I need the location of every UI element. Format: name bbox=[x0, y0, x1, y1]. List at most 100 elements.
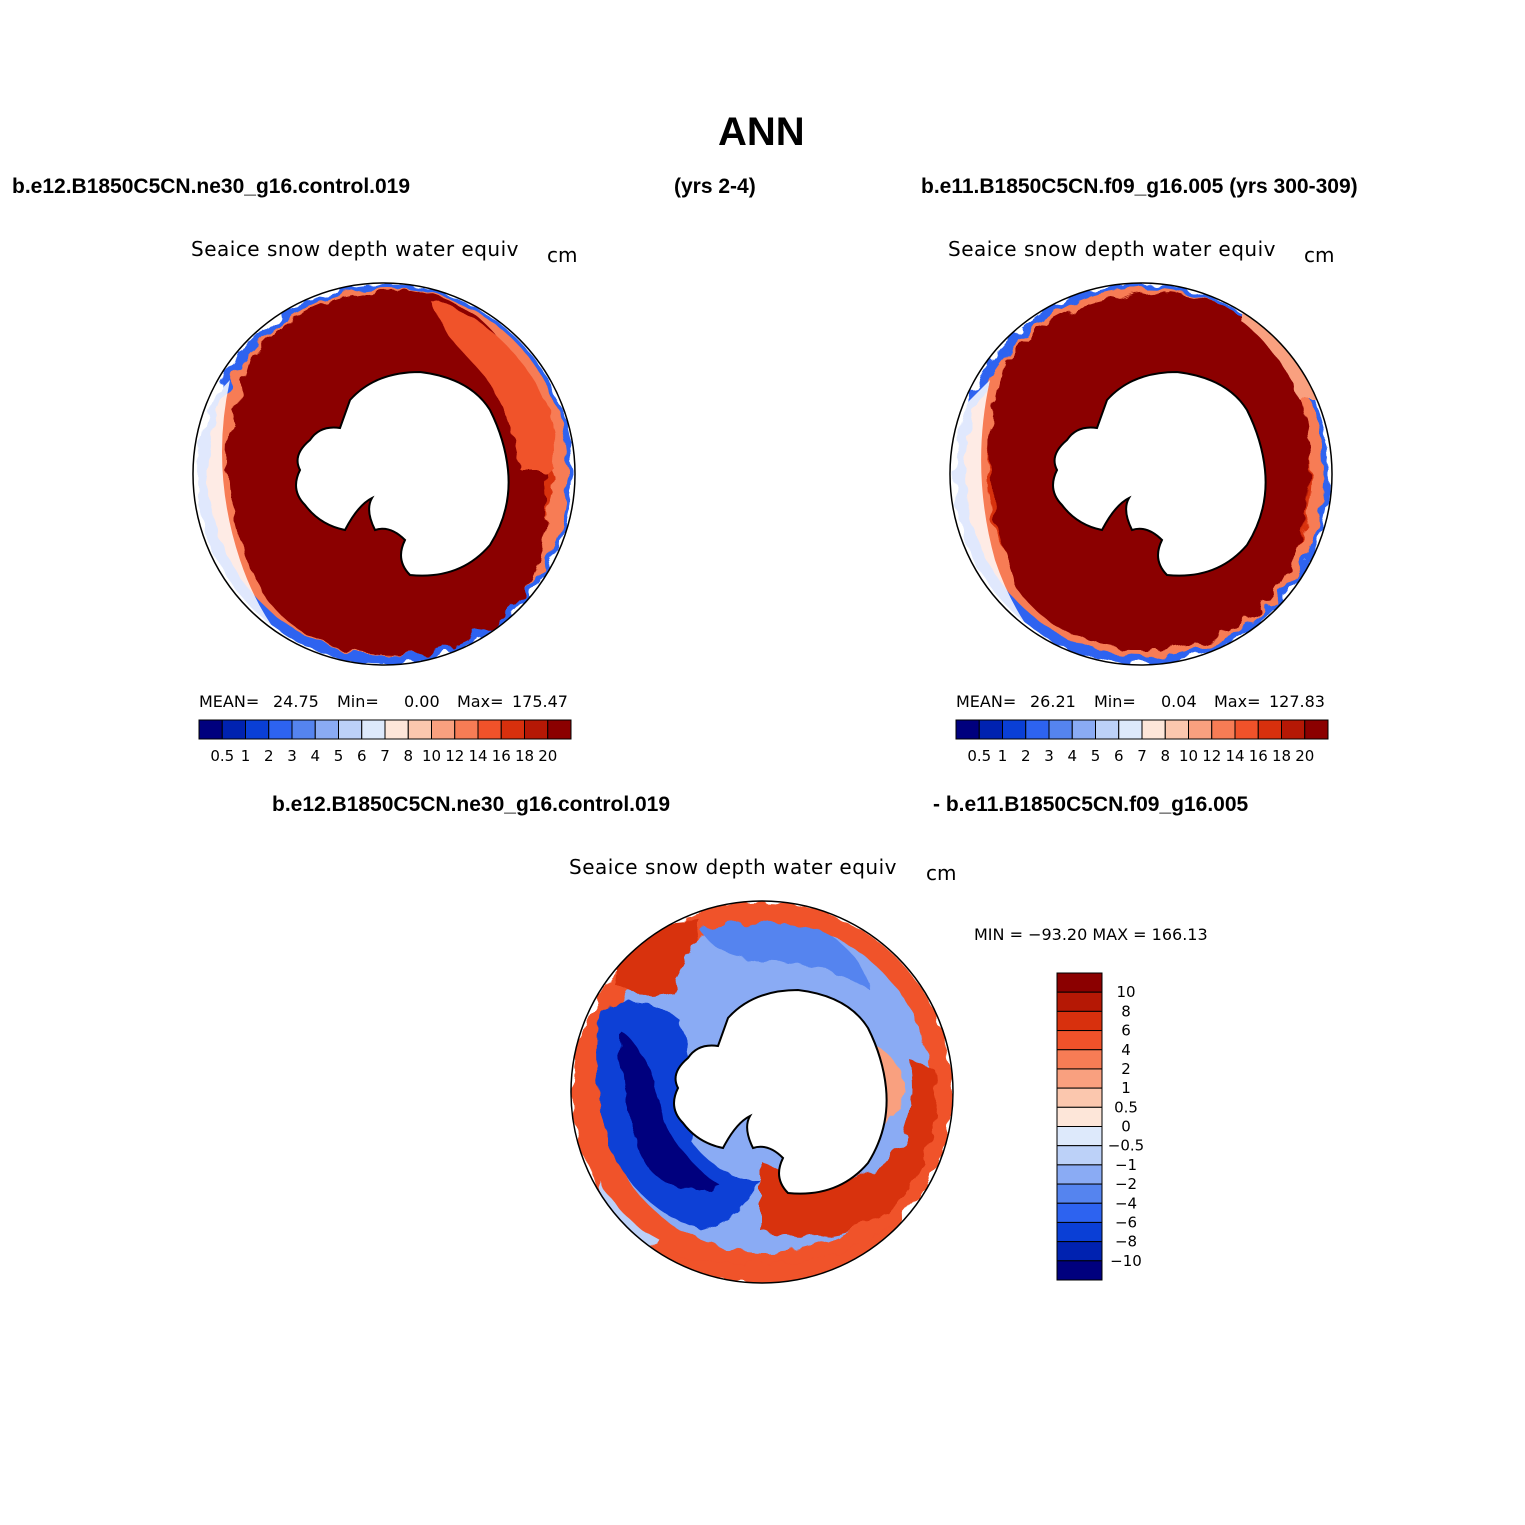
panel1-colorbar-swatch bbox=[198, 719, 223, 740]
panel1-colorbar-swatch bbox=[314, 719, 339, 740]
panel1-colorbar-tick-label: 14 bbox=[468, 747, 487, 765]
panel2-colorbar-swatch bbox=[1211, 719, 1236, 740]
panel2-colorbar-tick-label: 0.5 bbox=[967, 747, 991, 765]
panel3-colorbar-swatch bbox=[1056, 1010, 1103, 1032]
panel1-antarctica bbox=[295, 370, 510, 577]
panel2-colorbar: 0.5 1 2 3 4 5 6 7 8 10 12 14 16 18 20 bbox=[955, 719, 1329, 765]
panel3-colorbar-tick-label: 8 bbox=[1121, 1002, 1131, 1020]
panel1-colorbar-swatch bbox=[384, 719, 409, 740]
panel2-colorbar-tick-label: 7 bbox=[1137, 747, 1147, 765]
panel3-colorbar-tick-label: 10 bbox=[1116, 983, 1135, 1001]
case-name-left: b.e12.B1850C5CN.ne30_g16.control.019 bbox=[12, 175, 411, 198]
panel3-colorbar-tick-label: −1 bbox=[1115, 1156, 1137, 1174]
panel2-mean-label: MEAN= bbox=[956, 692, 1017, 711]
panel3-colorbar-swatch bbox=[1056, 1126, 1103, 1147]
panel1-colorbar-swatch bbox=[407, 719, 432, 740]
panel1-title: Seaice snow depth water equiv bbox=[191, 237, 519, 261]
panel1-colorbar-swatch bbox=[291, 719, 316, 740]
panel3-colorbar-swatch bbox=[1056, 1087, 1103, 1108]
panel3-colorbar-swatch bbox=[1056, 1145, 1103, 1166]
panel2-colorbar-tick-label: 1 bbox=[998, 747, 1008, 765]
panel2-colorbar-swatch bbox=[1025, 719, 1050, 740]
panel1-colorbar-swatch bbox=[524, 719, 549, 740]
panel1-colorbar-tick-label: 6 bbox=[357, 747, 367, 765]
panel2-min-value: 0.04 bbox=[1161, 692, 1197, 711]
panel2-colorbar-tick-label: 4 bbox=[1067, 747, 1077, 765]
panel2-colorbar-swatch bbox=[1002, 719, 1027, 740]
panel1-colorbar-swatch bbox=[268, 719, 293, 740]
panel1-colorbar-tick-label: 3 bbox=[287, 747, 297, 765]
panel1-border bbox=[192, 282, 576, 666]
panel1-colorbar-tick-label: 7 bbox=[380, 747, 390, 765]
panel2-colorbar-swatch bbox=[1234, 719, 1259, 740]
panel3-antarctica bbox=[673, 988, 888, 1195]
panel1-colorbar-tick-label: 16 bbox=[492, 747, 511, 765]
panel2-colorbar-swatch bbox=[1164, 719, 1189, 740]
panel2-colorbar-tick-label: 10 bbox=[1179, 747, 1198, 765]
panel2-colorbar-tick-label: 12 bbox=[1202, 747, 1221, 765]
diff-case-left: b.e12.B1850C5CN.ne30_g16.control.019 bbox=[272, 793, 671, 816]
years-label: (yrs 2-4) bbox=[674, 175, 756, 198]
panel2-unit: cm bbox=[1304, 243, 1335, 267]
panel2-stats: MEAN= 26.21 Min= 0.04 Max= 127.83 bbox=[956, 692, 1328, 712]
panel1-colorbar-swatch bbox=[338, 719, 363, 740]
panel2-colorbar-swatch bbox=[955, 719, 980, 740]
panel3-colorbar-tick-label: −6 bbox=[1115, 1213, 1137, 1231]
panel1-colorbar-tick-label: 8 bbox=[403, 747, 413, 765]
panel3-colorbar-swatch bbox=[1056, 1049, 1103, 1070]
panel3-title: Seaice snow depth water equiv bbox=[569, 855, 897, 879]
panel1-colorbar-swatch bbox=[221, 719, 246, 740]
panel3-colorbar-tick-label: 1 bbox=[1121, 1079, 1131, 1097]
panel2-colorbar-tick-label: 18 bbox=[1272, 747, 1291, 765]
panel1-colorbar-swatch bbox=[245, 719, 270, 740]
panel3-colorbar-tick-label: −4 bbox=[1115, 1194, 1137, 1212]
panel2-max-label: Max= bbox=[1214, 692, 1261, 711]
panel1-min-value: 0.00 bbox=[404, 692, 440, 711]
panel1-colorbar-tick-label: 2 bbox=[264, 747, 274, 765]
panel1-unit: cm bbox=[547, 243, 578, 267]
diff-case-right: - b.e11.B1850C5CN.f09_g16.005 bbox=[933, 793, 1249, 816]
case-name-right: b.e11.B1850C5CN.f09_g16.005 (yrs 300-309… bbox=[921, 175, 1358, 198]
panel1-colorbar-swatch bbox=[500, 719, 525, 740]
panel2-colorbar-tick-label: 14 bbox=[1225, 747, 1244, 765]
panel2-colorbar-swatch bbox=[1118, 719, 1143, 740]
panel3-minmax: MIN = −93.20 MAX = 166.13 bbox=[974, 925, 1208, 944]
panel3-border bbox=[570, 900, 954, 1284]
panel3-colorbar-swatch bbox=[1056, 1106, 1103, 1127]
panel2-colorbar-swatch bbox=[1304, 719, 1329, 740]
panel2-colorbar-swatch bbox=[1071, 719, 1096, 740]
panel3-colorbar-swatch bbox=[1056, 1221, 1103, 1243]
panel2-colorbar-swatch bbox=[1095, 719, 1120, 740]
panel3-colorbar-tick-label: 2 bbox=[1121, 1060, 1131, 1078]
panel2-map bbox=[949, 282, 1333, 666]
panel2-colorbar-swatch bbox=[1141, 719, 1166, 740]
panel1-colorbar-tick-label: 12 bbox=[445, 747, 464, 765]
panel2-colorbar-swatch bbox=[1281, 719, 1306, 740]
panel3-colorbar-swatch bbox=[1056, 1183, 1103, 1204]
panel3-colorbar-swatch bbox=[1056, 972, 1103, 993]
panel1-colorbar-tick-label: 5 bbox=[334, 747, 344, 765]
panel1-map bbox=[192, 282, 576, 666]
panel2-colorbar-swatch bbox=[1048, 719, 1073, 740]
panel2-border bbox=[949, 282, 1333, 666]
panel3-colorbar-swatch bbox=[1056, 1030, 1103, 1051]
panel1-mean-value: 24.75 bbox=[273, 692, 319, 711]
panel2-colorbar-swatch bbox=[1188, 719, 1213, 740]
panel3-colorbar-tick-label: 4 bbox=[1121, 1041, 1131, 1059]
panel1-colorbar-tick-label: 1 bbox=[241, 747, 251, 765]
panel1-colorbar-tick-label: 20 bbox=[538, 747, 557, 765]
panel2-mean-value: 26.21 bbox=[1030, 692, 1076, 711]
panel1-colorbar-swatch bbox=[361, 719, 386, 740]
panel1-max-value: 175.47 bbox=[512, 692, 568, 711]
panel3-map bbox=[570, 900, 954, 1284]
panel1-colorbar-swatch bbox=[477, 719, 502, 740]
panel1-colorbar-swatch bbox=[547, 719, 572, 740]
panel3-colorbar-swatch bbox=[1056, 991, 1103, 1012]
panel1-colorbar-tick-label: 0.5 bbox=[210, 747, 234, 765]
panel2-colorbar-swatch bbox=[978, 719, 1003, 740]
panel2-min-label: Min= bbox=[1094, 692, 1136, 711]
panel3-colorbar-swatch bbox=[1056, 1202, 1103, 1223]
panel2-colorbar-tick-label: 16 bbox=[1249, 747, 1268, 765]
panel1-stats: MEAN= 24.75 Min= 0.00 Max= 175.47 bbox=[199, 692, 571, 712]
